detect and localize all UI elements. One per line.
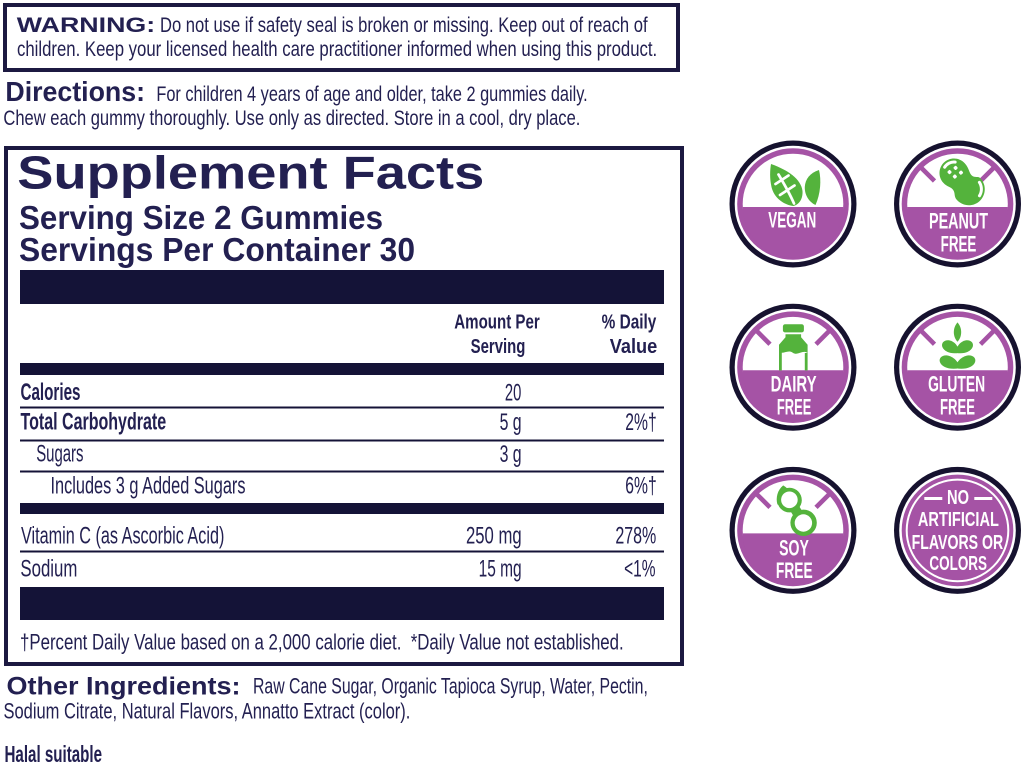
- svg-text:2%†: 2%†: [625, 410, 656, 436]
- svg-text:Calories: Calories: [21, 380, 81, 406]
- svg-text:Directions:: Directions:: [5, 76, 145, 107]
- svg-text:Chew each gummy thoroughly. Us: Chew each gummy thoroughly. Use only as …: [3, 107, 580, 131]
- svg-text:278%: 278%: [615, 524, 656, 550]
- svg-text:20: 20: [505, 380, 521, 407]
- svg-text:Other Ingredients:: Other Ingredients:: [7, 671, 241, 700]
- svg-text:15 mg: 15 mg: [479, 556, 522, 582]
- svg-text:FLAVORS OR: FLAVORS OR: [912, 531, 1004, 554]
- svg-text:6%†: 6%†: [625, 474, 656, 500]
- svg-text:FREE: FREE: [776, 558, 813, 583]
- svg-text:Includes 3 g Added Sugars: Includes 3 g Added Sugars: [51, 473, 246, 500]
- svg-text:Total Carbohydrate: Total Carbohydrate: [21, 408, 167, 435]
- svg-text:VEGAN: VEGAN: [768, 207, 816, 232]
- svg-text:Supplement Facts: Supplement Facts: [17, 146, 484, 199]
- svg-text:GLUTEN: GLUTEN: [928, 371, 985, 396]
- svg-text:Sodium Citrate, Natural Flavor: Sodium Citrate, Natural Flavors, Annatto…: [4, 699, 411, 724]
- svg-text:FREE: FREE: [777, 395, 811, 419]
- svg-text:children. Keep your licensed h: children. Keep your licensed health care…: [17, 38, 657, 61]
- svg-text:†Percent Daily Value based on: †Percent Daily Value based on a 2,000 ca…: [20, 630, 624, 655]
- svg-text:% Daily: % Daily: [602, 310, 657, 333]
- svg-text:SOY: SOY: [779, 535, 809, 560]
- svg-text:ARTIFICIAL: ARTIFICIAL: [918, 508, 999, 531]
- svg-text:3 g: 3 g: [500, 442, 522, 468]
- svg-text:Vitamin C (as Ascorbic Acid): Vitamin C (as Ascorbic Acid): [21, 522, 224, 549]
- svg-text:DAIRY: DAIRY: [771, 372, 817, 397]
- svg-text:Do not use if safety seal is b: Do not use if safety seal is broken or m…: [160, 14, 648, 37]
- svg-text:Sodium: Sodium: [20, 556, 77, 583]
- svg-text:FREE: FREE: [941, 232, 977, 256]
- svg-text:250 mg: 250 mg: [466, 523, 522, 550]
- svg-text:PEANUT: PEANUT: [929, 208, 989, 233]
- svg-text:WARNING:: WARNING:: [17, 14, 155, 38]
- svg-text:COLORS: COLORS: [929, 553, 987, 575]
- svg-text:Value: Value: [610, 335, 658, 358]
- svg-text:Raw Cane Sugar, Organic Tapioc: Raw Cane Sugar, Organic Tapioca Syrup, W…: [253, 674, 648, 699]
- svg-text:NO: NO: [947, 486, 969, 509]
- svg-text:For children 4 years of age an: For children 4 years of age and older, t…: [156, 83, 587, 107]
- svg-text:Serving: Serving: [471, 335, 526, 358]
- svg-text:Halal suitable: Halal suitable: [5, 742, 103, 767]
- svg-text:Amount Per: Amount Per: [454, 310, 539, 333]
- svg-text:<1%: <1%: [624, 556, 655, 582]
- svg-text:FREE: FREE: [940, 395, 975, 419]
- svg-text:5 g: 5 g: [500, 410, 522, 436]
- svg-text:Servings Per Container 30: Servings Per Container 30: [19, 231, 415, 268]
- svg-text:Sugars: Sugars: [36, 441, 83, 467]
- svg-text:Serving Size 2 Gummies: Serving Size 2 Gummies: [19, 199, 383, 236]
